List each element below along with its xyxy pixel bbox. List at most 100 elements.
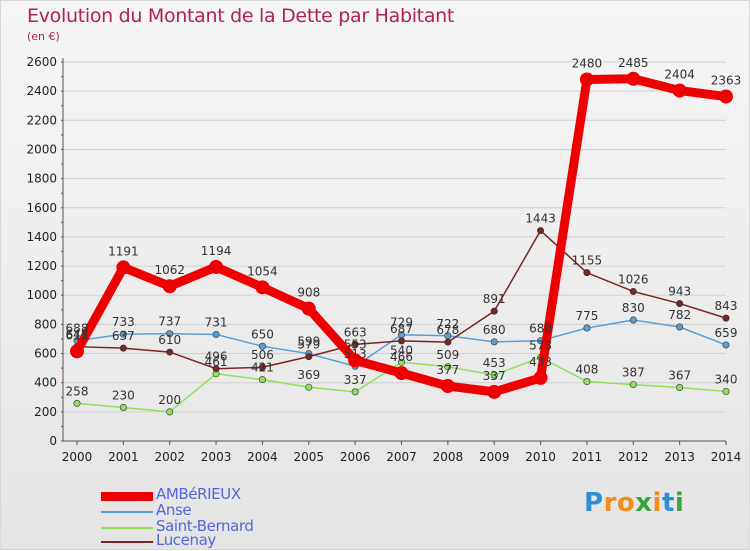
data-label-lucenay: 943 (668, 285, 691, 299)
data-label-saint-bernard: 408 (575, 363, 598, 377)
y-tick-label: 1800 (26, 172, 57, 186)
y-tick-label: 2400 (26, 84, 57, 98)
data-point-anse (258, 342, 266, 350)
logo-letter: o (616, 488, 636, 518)
legend-swatch-anse (101, 511, 153, 513)
data-label-anse: 729 (390, 316, 413, 330)
data-point-amb-rieux (70, 344, 84, 359)
data-label-lucenay: 1026 (618, 272, 649, 286)
legend-swatch-amberieux (101, 492, 153, 501)
x-tick-label: 2008 (433, 450, 464, 464)
data-point-anse (490, 338, 498, 346)
axes (61, 58, 727, 445)
data-point-saint-bernard (676, 384, 684, 392)
data-point-amb-rieux (162, 279, 177, 294)
data-label-anse: 680 (483, 323, 506, 337)
x-tick-label: 2005 (294, 450, 325, 464)
data-label-anse: 688 (529, 322, 552, 336)
data-label-saint-bernard: 453 (483, 356, 506, 370)
data-point-anse (212, 330, 220, 338)
data-point-saint-bernard (397, 358, 405, 366)
data-point-amb-rieux (348, 353, 363, 368)
data-label-lucenay: 579 (297, 338, 320, 352)
y-tick-label: 2600 (26, 55, 57, 69)
data-label-lucenay: 1443 (525, 212, 556, 226)
data-point-amb-rieux (116, 260, 131, 275)
data-point-saint-bernard (629, 381, 637, 389)
data-point-amb-rieux (440, 379, 455, 394)
data-label-amb-rieux: 615 (66, 328, 89, 342)
data-label-saint-bernard: 258 (66, 384, 89, 398)
data-label-saint-bernard: 509 (436, 348, 459, 362)
data-point-lucenay (583, 269, 591, 277)
legend-swatch-saint-bernard (101, 527, 153, 529)
x-tick-label: 2014 (711, 450, 742, 464)
data-label-amb-rieux: 1062 (154, 263, 185, 277)
data-label-anse: 688 (66, 322, 89, 336)
legend-label: AMBéRIEUX (156, 485, 241, 503)
data-label-lucenay: 678 (436, 323, 459, 337)
logo-letter: r (603, 488, 617, 518)
x-tick-label: 2009 (479, 450, 510, 464)
logo-letter: x (635, 488, 653, 518)
data-labels: 688 733 737 731 650 599 513 729 722 680 688 775 830 7… (66, 56, 742, 407)
data-point-lucenay (676, 300, 684, 308)
data-label-lucenay: 663 (344, 325, 367, 339)
x-tick-label: 2002 (154, 450, 185, 464)
data-label-saint-bernard: 540 (390, 343, 413, 357)
data-label-saint-bernard: 461 (205, 355, 228, 369)
data-point-lucenay (397, 337, 405, 345)
proxiti-logo: Proxiti (584, 488, 684, 518)
data-point-anse (629, 316, 637, 324)
y-tick-label: 0 (49, 434, 57, 448)
data-point-saint-bernard (351, 388, 359, 396)
y-tick-label: 1600 (26, 201, 57, 215)
data-label-lucenay: 1155 (572, 254, 603, 268)
x-tick-label: 2000 (62, 450, 93, 464)
y-tick-label: 200 (34, 405, 57, 419)
data-label-saint-bernard: 340 (715, 372, 738, 386)
data-label-amb-rieux: 553 (344, 337, 367, 351)
data-point-lucenay (258, 363, 266, 371)
data-label-anse: 599 (297, 335, 320, 349)
data-label-lucenay: 637 (112, 329, 135, 343)
x-tick-label: 2011 (572, 450, 603, 464)
x-tick-label: 2007 (386, 450, 417, 464)
data-label-amb-rieux: 1191 (108, 244, 139, 258)
y-tick-label: 1400 (26, 230, 57, 244)
data-label-anse: 737 (158, 315, 181, 329)
data-label-lucenay: 506 (251, 348, 274, 362)
data-label-anse: 775 (575, 309, 598, 323)
data-label-amb-rieux: 2404 (664, 68, 695, 82)
chart-subtitle: (en €) (27, 30, 60, 43)
data-point-amb-rieux (719, 89, 733, 104)
data-label-lucenay: 843 (715, 299, 738, 313)
x-tick-label: 2013 (664, 450, 695, 464)
x-tick-label: 2006 (340, 450, 371, 464)
data-point-saint-bernard (444, 363, 452, 371)
x-tick-label: 2012 (618, 450, 649, 464)
data-label-saint-bernard: 367 (668, 369, 691, 383)
data-point-lucenay (490, 307, 498, 315)
data-point-lucenay (212, 365, 220, 373)
y-tick-label: 2000 (26, 142, 57, 156)
legend-label: Lucenay (156, 531, 216, 549)
data-point-amb-rieux (672, 83, 687, 98)
x-tick-label: 2001 (108, 450, 139, 464)
data-point-amb-rieux (487, 384, 502, 399)
data-point-lucenay (722, 314, 730, 322)
data-point-saint-bernard (73, 399, 81, 407)
x-tick-labels: 2000 2001 2002 2003 2004 2005 2006 2007 2008 2009… (62, 450, 742, 464)
legend-label: Saint-Bernard (156, 517, 254, 535)
data-point-amb-rieux (394, 366, 409, 381)
data-point-amb-rieux (301, 301, 316, 316)
data-point-lucenay (444, 338, 452, 346)
data-label-saint-bernard: 337 (344, 373, 367, 387)
y-tick-label: 600 (34, 347, 57, 361)
data-label-amb-rieux: 2485 (618, 56, 649, 70)
data-label-saint-bernard: 230 (112, 388, 135, 402)
data-label-anse: 733 (112, 315, 135, 329)
data-label-saint-bernard: 387 (622, 366, 645, 380)
